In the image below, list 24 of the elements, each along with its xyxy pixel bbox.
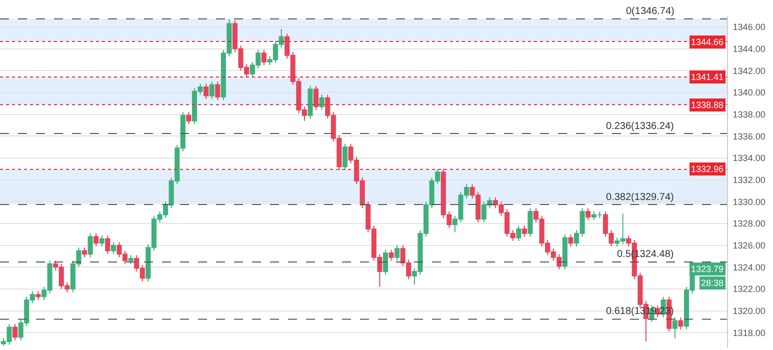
annotation: 1323.79: [691, 264, 724, 274]
y-tick-label: 1336.00: [732, 131, 766, 142]
y-tick-label: 1324.00: [732, 262, 766, 272]
ref-line-label: 1332.96: [691, 164, 724, 174]
ref-line-label: 1344.66: [691, 37, 724, 47]
ref-line-label: 1338.88: [691, 100, 724, 110]
y-tick-label: 1334.00: [732, 153, 766, 164]
y-tick-label: 1346.00: [732, 22, 766, 32]
y-tick-label: 1328.00: [732, 218, 766, 229]
y-tick-label: 1338.00: [732, 109, 766, 120]
y-tick-label: 1330.00: [732, 196, 766, 207]
ref-line-label: 0(1346.74): [626, 6, 674, 17]
y-tick-label: 1326.00: [732, 240, 766, 250]
y-tick-label: 1318.00: [732, 328, 766, 338]
ref-line-label: 0.236(1336.24): [606, 121, 674, 132]
y-tick-label: 1320.00: [732, 306, 766, 316]
y-tick-label: 1344.00: [732, 44, 766, 54]
y-tick-label: 1342.00: [732, 66, 766, 76]
y-tick-label: 1332.00: [732, 174, 766, 185]
ref-line-label: 0.382(1329.74): [606, 192, 674, 203]
y-tick-label: 1322.00: [732, 284, 766, 294]
y-tick-label: 1340.00: [732, 88, 766, 98]
text: 28:38: [701, 278, 724, 288]
ref-line-label: 1341.41: [691, 72, 724, 82]
